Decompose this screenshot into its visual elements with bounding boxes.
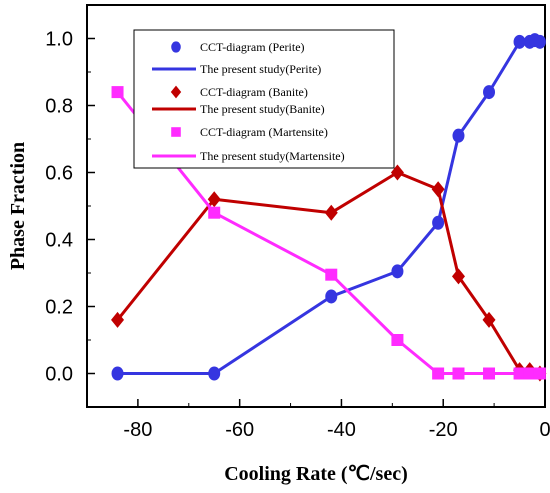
- data-point: [111, 311, 125, 328]
- y-tick-label: 0.2: [45, 297, 73, 319]
- x-tick-label: -60: [225, 419, 254, 441]
- legend-box: [133, 29, 395, 169]
- data-point: [483, 85, 496, 100]
- data-point: [391, 264, 404, 279]
- data-point: [483, 367, 496, 380]
- y-tick-label: 0.6: [45, 163, 73, 185]
- y-tick-label: 1.0: [45, 29, 73, 51]
- legend-label: The present study(Perite): [200, 62, 321, 76]
- data-point: [533, 367, 546, 380]
- legend-marker: [171, 127, 181, 137]
- legend-label: CCT-diagram (Perite): [200, 40, 305, 54]
- data-point: [451, 268, 465, 285]
- legend-label: CCT-diagram (Martensite): [200, 125, 328, 139]
- legend-marker: [170, 85, 182, 99]
- data-point: [324, 204, 338, 221]
- data-point: [452, 367, 465, 380]
- data-point: [431, 181, 445, 198]
- data-point: [533, 34, 546, 49]
- y-tick-label: 0.8: [45, 96, 73, 118]
- data-point: [432, 367, 445, 380]
- data-point: [482, 311, 496, 328]
- x-tick-label: -80: [123, 419, 152, 441]
- data-point: [452, 128, 465, 143]
- x-tick-label: -40: [327, 419, 356, 441]
- series-circle: [111, 33, 546, 381]
- y-tick-label: 0.4: [45, 230, 73, 252]
- data-point: [513, 34, 526, 49]
- legend-marker: [171, 41, 181, 53]
- legend-label: The present study(Banite): [200, 102, 325, 116]
- x-axis-title: Cooling Rate (℃/sec): [224, 463, 408, 485]
- data-point: [208, 366, 221, 381]
- data-point: [391, 334, 404, 346]
- data-point: [523, 367, 536, 380]
- data-point: [325, 268, 338, 281]
- data-point: [432, 215, 445, 230]
- y-axis-title: Phase Fraction: [7, 142, 29, 270]
- y-axis-ticks: 0.0 0.2 0.4 0.6 0.8 1.0: [45, 4, 95, 408]
- data-point: [513, 367, 526, 380]
- data-point: [325, 289, 338, 304]
- legend-label: The present study(Martensite): [200, 149, 345, 163]
- legend: CCT-diagram (Perite) The present study(Pe…: [133, 29, 395, 169]
- x-tick-label: 0: [539, 419, 550, 441]
- series-square: [111, 86, 546, 380]
- x-axis-ticks: -80 -60 -40 -20 0: [86, 399, 550, 441]
- legend-label: CCT-diagram (Banite): [200, 85, 308, 99]
- data-point: [208, 206, 221, 219]
- data-point: [111, 86, 124, 99]
- data-point: [207, 191, 221, 208]
- x-tick-label: -20: [429, 419, 458, 441]
- data-point: [111, 366, 124, 381]
- y-tick-label: 0.0: [45, 364, 73, 386]
